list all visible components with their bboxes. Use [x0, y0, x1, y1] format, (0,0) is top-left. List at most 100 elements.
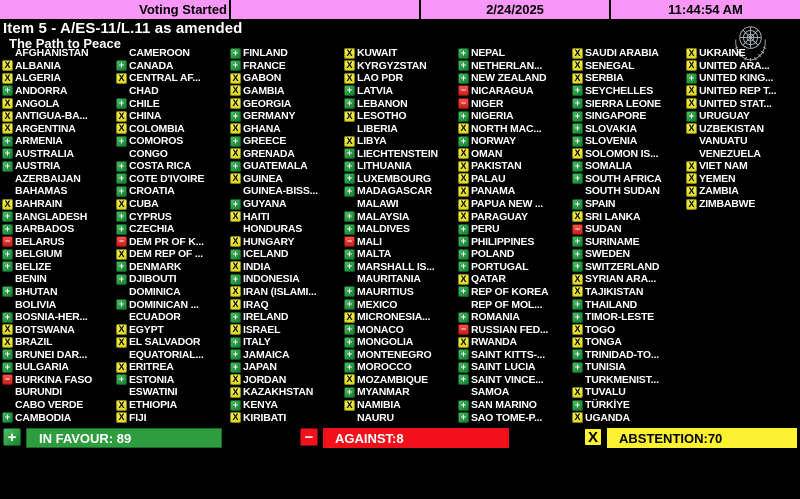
status-bar-divider	[609, 0, 611, 19]
voting-grid: AFGHANISTAN X ALBANIA X ALGERIA + ANDORRA X ANGO…	[2, 47, 800, 424]
country-row: + POLAND	[458, 248, 572, 261]
country-row: X SENEGAL	[572, 60, 686, 73]
in-favour-icon: +	[458, 412, 469, 424]
country-row: MALAWI	[344, 198, 458, 211]
country-name: REP OF MOL...	[471, 298, 543, 311]
country-row: X IRAN (ISLAMI...	[230, 286, 344, 299]
in-favour-icon: +	[116, 223, 127, 235]
abstention-icon: X	[230, 236, 241, 248]
country-row: + GUATEMALA	[230, 160, 344, 173]
country-name: CENTRAL AF...	[129, 72, 201, 85]
in-favour-icon: +	[116, 98, 127, 110]
country-name: NAURU	[357, 411, 394, 424]
country-row: BURUNDI	[2, 386, 116, 399]
country-row: HONDURAS	[230, 223, 344, 236]
status-bar-spacer	[231, 0, 419, 19]
country-row: X PAKISTAN	[458, 160, 572, 173]
in-favour-icon: +	[572, 261, 583, 273]
country-row: + COMOROS	[116, 135, 230, 148]
country-name: CAMBODIA	[15, 411, 72, 424]
abstention-icon: X	[2, 123, 13, 135]
vote-summary-bar: + IN FAVOUR: 89 − AGAINST:8 X ABSTENTION…	[0, 428, 800, 448]
country-row: X LAO PDR	[344, 72, 458, 85]
no-vote-placeholder	[2, 274, 13, 285]
date-label: 2/24/2025	[486, 2, 544, 17]
country-row: X ALGERIA	[2, 72, 116, 85]
country-name: EL SALVADOR	[129, 336, 201, 349]
country-name: BAHAMAS	[15, 185, 68, 198]
abstention-icon: X	[458, 173, 469, 185]
country-row: X YEMEN	[686, 173, 800, 186]
abstention-icon: X	[686, 47, 697, 59]
country-name: REP OF KOREA	[471, 285, 549, 298]
abstention-icon: X	[458, 185, 469, 197]
country-name: TONGA	[585, 336, 622, 349]
country-name: SAINT VINCE...	[471, 373, 544, 386]
country-row: + LIECHTENSTEIN	[344, 148, 458, 161]
country-row: X VIET NAM	[686, 160, 800, 173]
abstention-icon: X	[458, 336, 469, 348]
country-name: MALDIVES	[357, 223, 410, 236]
in-favour-icon: +	[572, 349, 583, 361]
country-name: SAMOA	[471, 386, 510, 399]
country-name: SOUTH AFRICA	[585, 172, 662, 185]
in-favour-icon: +	[458, 311, 469, 323]
country-name: CYPRUS	[129, 210, 172, 223]
in-favour-icon: +	[344, 324, 355, 336]
country-name: YEMEN	[699, 172, 736, 185]
in-favour-icon: +	[344, 173, 355, 185]
country-row: VANUATU	[686, 135, 800, 148]
country-name: AFGHANISTAN	[15, 47, 89, 60]
abstention-icon: X	[230, 299, 241, 311]
in-favour-icon: +	[344, 261, 355, 273]
country-name: HONDURAS	[243, 223, 303, 236]
abstention-icon: X	[572, 386, 583, 398]
country-name: UNITED STAT...	[699, 97, 772, 110]
country-name: KIRIBATI	[243, 411, 287, 424]
country-row: + MONTENEGRO	[344, 349, 458, 362]
country-name: IRELAND	[243, 311, 289, 324]
country-row: ECUADOR	[116, 311, 230, 324]
country-name: BOLIVIA	[15, 298, 57, 311]
in-favour-icon: +	[230, 198, 241, 210]
country-name: BARBADOS	[15, 223, 75, 236]
country-name: BHUTAN	[15, 285, 58, 298]
country-name: GREECE	[243, 135, 287, 148]
country-row: − NIGER	[458, 97, 572, 110]
abstention-icon: X	[344, 110, 355, 122]
in-favour-icon: +	[458, 47, 469, 59]
country-name: BANGLADESH	[15, 210, 88, 223]
country-row: + MAURITIUS	[344, 286, 458, 299]
country-name: FRANCE	[243, 59, 286, 72]
country-name: DJIBOUTI	[129, 273, 177, 286]
country-row: + BELGIUM	[2, 248, 116, 261]
abstention-icon: X	[344, 374, 355, 386]
abstention-icon: X	[2, 60, 13, 72]
country-row: + LITHUANIA	[344, 160, 458, 173]
country-name: UGANDA	[585, 411, 630, 424]
country-name: SAINT LUCIA	[471, 361, 536, 374]
country-name: CZECHIA	[129, 223, 175, 236]
country-name: MOROCCO	[357, 361, 412, 374]
abstention-icon: X	[116, 336, 127, 348]
country-row: DOMINICA	[116, 286, 230, 299]
country-name: PAPUA NEW ...	[471, 198, 544, 211]
country-row: X PANAMA	[458, 185, 572, 198]
abstention-icon: X	[116, 72, 127, 84]
country-row: X UZBEKISTAN	[686, 122, 800, 135]
country-name: MEXICO	[357, 298, 398, 311]
country-name: MONACO	[357, 323, 404, 336]
country-row: X TAJIKISTAN	[572, 286, 686, 299]
abstention-icon: X	[230, 324, 241, 336]
country-row: + MALAYSIA	[344, 210, 458, 223]
country-name: JAMAICA	[243, 348, 290, 361]
country-name: SRI LANKA	[585, 210, 641, 223]
no-vote-placeholder	[116, 48, 127, 59]
country-name: TAJIKISTAN	[585, 285, 644, 298]
country-row: CAMEROON	[116, 47, 230, 60]
country-row: X BOTSWANA	[2, 323, 116, 336]
in-favour-icon: +	[116, 374, 127, 386]
country-row: X KAZAKHSTAN	[230, 386, 344, 399]
country-row: + KENYA	[230, 399, 344, 412]
abstention-icon: X	[2, 336, 13, 348]
